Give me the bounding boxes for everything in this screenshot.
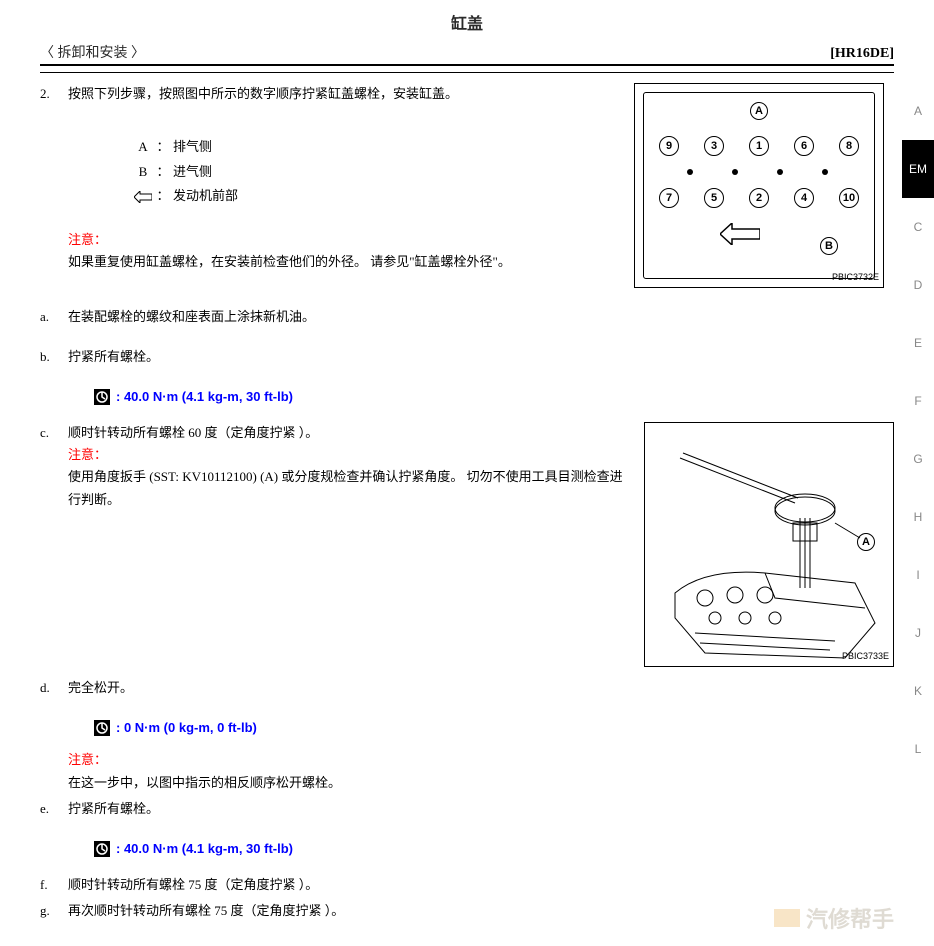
step-number: 2. [40, 83, 68, 288]
side-tabs: AEMCDEFGHIJKL [902, 82, 934, 778]
substep-e: e. 拧紧所有螺栓。 : 40.0 N·m (4.1 kg-m, 30 ft-l… [40, 798, 894, 870]
header-row: 〈 拆卸和安装 〉 [HR16DE] [40, 42, 894, 66]
caution-label: 注意： [68, 749, 894, 771]
legend-val-a: 排气侧 [173, 135, 212, 160]
substep-a: a. 在装配螺栓的螺纹和座表面上涂抹新机油。 [40, 306, 894, 328]
substep-num: c. [40, 422, 68, 667]
engine-code: [HR16DE] [830, 46, 894, 62]
torque-icon [94, 720, 110, 736]
substep-num: a. [40, 306, 68, 328]
divider [40, 72, 894, 73]
torque-icon [94, 841, 110, 857]
substep-num: e. [40, 798, 68, 870]
substep-num: g. [40, 900, 68, 922]
bolt-4: 4 [794, 188, 814, 208]
legend-key-b: B [133, 160, 153, 185]
side-tab-j[interactable]: J [902, 604, 934, 662]
side-tab-c[interactable]: C [902, 198, 934, 256]
torque-spec: : 0 N·m (0 kg-m, 0 ft-lb) [94, 717, 894, 739]
legend-colon: ： [153, 184, 173, 209]
torque-icon [94, 389, 110, 405]
substep-text: 顺时针转动所有螺栓 60 度（定角度拧紧 ）。 [68, 422, 634, 444]
substep-num: d. [40, 677, 68, 793]
substep-c: c. 顺时针转动所有螺栓 60 度（定角度拧紧 ）。 注意： 使用角度扳手 (S… [40, 422, 894, 667]
bolt-5: 5 [704, 188, 724, 208]
arrow-left-icon [133, 191, 153, 203]
bolt-7: 7 [659, 188, 679, 208]
legend-key-a: A [133, 135, 153, 160]
legend: A ： 排气侧 B ： 进气侧 ： [133, 135, 624, 209]
caution-text: 如果重复使用缸盖螺栓，在安装前检查他们的外径。 请参见"缸盖螺栓外径"。 [68, 251, 624, 273]
bolt-1: 1 [749, 136, 769, 156]
watermark-text: 汽修帮手 [806, 902, 894, 934]
legend-val-arrow: 发动机前部 [173, 184, 238, 209]
substep-f: f. 顺时针转动所有螺栓 75 度（定角度拧紧 ）。 [40, 874, 894, 896]
bolt-9: 9 [659, 136, 679, 156]
section-nav: 〈 拆卸和安装 〉 [40, 42, 145, 62]
side-tab-i[interactable]: I [902, 546, 934, 604]
torque-spec: : 40.0 N·m (4.1 kg-m, 30 ft-lb) [94, 838, 894, 860]
caution-text: 在这一步中，以图中指示的相反顺序松开螺栓。 [68, 772, 894, 794]
fig1-label-b: B [820, 237, 838, 255]
substep-text: 再次顺时针转动所有螺栓 75 度（定角度拧紧 ）。 [68, 900, 894, 922]
bolt-8: 8 [839, 136, 859, 156]
caution-text: 使用角度扳手 (SST: KV10112100) (A) 或分度规检查并确认拧紧… [68, 466, 634, 510]
side-tab-a[interactable]: A [902, 82, 934, 140]
step-2-text: 按照下列步骤，按照图中所示的数字顺序拧紧缸盖螺栓，安装缸盖。 [68, 83, 624, 105]
legend-val-b: 进气侧 [173, 160, 212, 185]
substep-text: 顺时针转动所有螺栓 75 度（定角度拧紧 ）。 [68, 874, 894, 896]
substep-g: g. 再次顺时针转动所有螺栓 75 度（定角度拧紧 ）。 [40, 900, 894, 922]
figure-code: PBIC3732E [832, 270, 879, 285]
fig1-label-a: A [750, 102, 768, 120]
figure-bolt-sequence: A B 9 3 1 6 8 7 5 2 4 10 [634, 83, 884, 288]
side-tab-l[interactable]: L [902, 720, 934, 778]
side-tab-d[interactable]: D [902, 256, 934, 314]
torque-value: : 40.0 N·m (4.1 kg-m, 30 ft-lb) [116, 386, 293, 408]
torque-value: : 40.0 N·m (4.1 kg-m, 30 ft-lb) [116, 838, 293, 860]
page-title: 缸盖 [40, 10, 894, 34]
page: 缸盖 〈 拆卸和安装 〉 [HR16DE] 2. 按照下列步骤，按照图中所示的数… [0, 0, 934, 946]
torque-spec: : 40.0 N·m (4.1 kg-m, 30 ft-lb) [94, 386, 894, 408]
substep-num: f. [40, 874, 68, 896]
legend-colon: ： [153, 135, 173, 160]
caution-label: 注意： [68, 229, 624, 251]
side-tab-em[interactable]: EM [902, 140, 934, 198]
side-tab-f[interactable]: F [902, 372, 934, 430]
torque-value: : 0 N·m (0 kg-m, 0 ft-lb) [116, 717, 257, 739]
legend-colon: ： [153, 160, 173, 185]
bolt-3: 3 [704, 136, 724, 156]
watermark-icon [774, 909, 800, 927]
figure-angle-wrench: A PBIC3733E [644, 422, 894, 667]
side-tab-e[interactable]: E [902, 314, 934, 372]
bolt-10: 10 [839, 188, 859, 208]
substep-text: 拧紧所有螺栓。 [68, 346, 894, 368]
side-tab-h[interactable]: H [902, 488, 934, 546]
step-text-column: 按照下列步骤，按照图中所示的数字顺序拧紧缸盖螺栓，安装缸盖。 A ： 排气侧 B… [68, 83, 624, 273]
substep-num: b. [40, 346, 68, 418]
caution-label: 注意： [68, 444, 634, 466]
bolt-2: 2 [749, 188, 769, 208]
figure-code: PBIC3733E [842, 649, 889, 664]
watermark: 汽修帮手 [774, 902, 894, 934]
substep-b: b. 拧紧所有螺栓。 : 40.0 N·m (4.1 kg-m, 30 ft-l… [40, 346, 894, 418]
substep-text: 完全松开。 [68, 677, 894, 699]
step-2: 2. 按照下列步骤，按照图中所示的数字顺序拧紧缸盖螺栓，安装缸盖。 A ： 排气… [40, 83, 894, 288]
substep-d: d. 完全松开。 : 0 N·m (0 kg-m, 0 ft-lb) 注意： 在… [40, 677, 894, 793]
bolt-6: 6 [794, 136, 814, 156]
arrow-left-icon [720, 223, 760, 252]
substep-text: 拧紧所有螺栓。 [68, 798, 894, 820]
side-tab-g[interactable]: G [902, 430, 934, 488]
side-tab-k[interactable]: K [902, 662, 934, 720]
substep-text: 在装配螺栓的螺纹和座表面上涂抹新机油。 [68, 306, 894, 328]
